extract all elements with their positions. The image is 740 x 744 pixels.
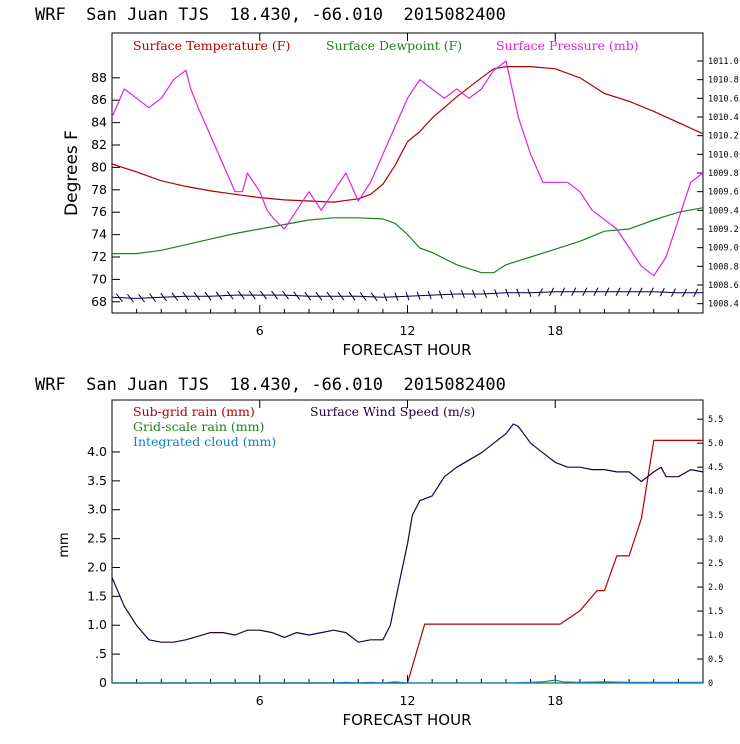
panel2-y-axis-label: mm (57, 532, 72, 557)
panel1-y-tick-label: 82 (91, 137, 107, 152)
panel1-y-tick-label: 78 (91, 182, 107, 197)
panel1-y2-tick-label: 1008.6 (708, 281, 739, 291)
panel2-y-tick-label: 0 (99, 675, 107, 690)
panel1-y2-tick-label: 1011.0 (708, 57, 739, 67)
panel2-y-tick-label: .5 (95, 646, 107, 661)
panel2-title: WRF San Juan TJS 18.430, -66.010 2015082… (35, 375, 506, 395)
panel1-y-tick-label: 72 (91, 249, 107, 264)
panel2-y2-tick-label: 1.5 (708, 607, 723, 617)
panel2-x-tick-label: 6 (256, 693, 264, 708)
panel2-y-tick-label: 4.0 (87, 444, 107, 459)
panel2-series (111, 423, 704, 684)
panel1-title: WRF San Juan TJS 18.430, -66.010 2015082… (35, 5, 506, 25)
panel2-y2-tick-label: 5.0 (708, 439, 723, 449)
panel1-legend-dewpoint: Surface Dewpoint (F) (326, 38, 462, 53)
panel2-y2-tick-label: 2.5 (708, 559, 723, 569)
panel1-axes: 6 12 18 68 70 72 74 76 78 80 82 84 86 88 1008.4 1008.6 1… (91, 33, 739, 338)
panel1-y-tick-label: 80 (91, 159, 107, 174)
panel1-series (111, 60, 704, 303)
panel1-y-tick-label: 88 (91, 70, 107, 85)
panel2-legend-subgrid-rain: Sub-grid rain (mm) (133, 404, 255, 419)
panel2-y2-tick-label: 0.5 (708, 655, 723, 665)
wind-barbs (111, 287, 703, 303)
panel2-series-sub-grid-rain-mm (112, 439, 703, 684)
panel2-y-tick-label: 1.5 (87, 588, 107, 603)
panel2-series-integrated-cloud-mm (112, 679, 703, 684)
panel1-y2-tick-label: 1010.4 (708, 113, 739, 123)
panel1-x-tick-label: 12 (400, 323, 416, 338)
panel1-y2-tick-label: 1009.4 (708, 206, 739, 216)
panel1-y2-tick-label: 1010.6 (708, 94, 739, 104)
panel1-y2-tick-label: 1010.8 (708, 76, 739, 86)
panel1-y2-tick-label: 1009.2 (708, 225, 739, 235)
panel1-y2-tick-label: 1008.8 (708, 262, 739, 272)
panel2-y2-tick-label: 1.0 (708, 631, 723, 641)
panel2-y2-tick-label: 5.5 (708, 415, 723, 425)
panel2-y2-tick-label: 4.0 (708, 487, 723, 497)
panel1-x-tick-label: 6 (256, 323, 264, 338)
wind-barb-baseline (111, 291, 703, 299)
panel2-y-tick-label: 2.5 (87, 531, 107, 546)
panel2-y-tick-label: 2.0 (87, 559, 107, 574)
panel2-legend: Sub-grid rain (mm) Grid-scale rain (mm) … (133, 404, 475, 449)
panel1-y-tick-label: 68 (91, 294, 107, 309)
panel1-y-tick-label: 70 (91, 271, 107, 286)
panel2-legend-gridscale-rain: Grid-scale rain (mm) (133, 419, 264, 434)
panel2-x-tick-label: 18 (547, 693, 563, 708)
panel1-legend: Surface Temperature (F) Surface Dewpoint… (133, 38, 639, 53)
panel1-y-tick-label: 84 (91, 115, 107, 130)
panel2-x-tick-label: 12 (400, 693, 416, 708)
panel2-y2-tick-label: 3.0 (708, 535, 723, 545)
panel1-legend-temp: Surface Temperature (F) (133, 38, 290, 53)
panel1-plot-frame (111, 32, 704, 314)
panel1-series-surface-temperature-f (111, 65, 704, 203)
panel1-y2-tick-label: 1009.6 (708, 188, 739, 198)
panel1-y2-tick-label: 1009.0 (708, 244, 739, 254)
panel1-y-tick-label: 86 (91, 92, 107, 107)
panel1-y-tick-label: 74 (91, 227, 107, 242)
panel2-y2-tick-label: 2.0 (708, 583, 723, 593)
panel2-y-tick-label: 3.5 (87, 473, 107, 488)
panel1-y-tick-label: 76 (91, 204, 107, 219)
panel1-series-surface-pressure-mb (111, 60, 704, 277)
panel2-y2-tick-label: 3.5 (708, 511, 723, 521)
panel1-legend-pressure: Surface Pressure (mb) (496, 38, 639, 53)
panel2-axes: 6 12 180.51.01.52.02.53.03.54.000.51.01.52… (87, 400, 723, 708)
panel1-y-axis-label: Degrees F (62, 130, 82, 216)
panel2-y2-tick-label: 4.5 (708, 463, 723, 473)
panel1-y2-tick-label: 1010.2 (708, 132, 739, 142)
panel1-x-tick-label: 18 (547, 323, 563, 338)
panel2-series-surface-wind-speed-m-s (111, 423, 704, 643)
panel1-x-axis-label: FORECAST HOUR (342, 341, 471, 359)
panel2-legend-integrated-cloud: Integrated cloud (mm) (133, 434, 276, 449)
panel1-y2-tick-label: 1008.4 (708, 300, 739, 310)
panel2-y2-tick-label: 0 (708, 679, 713, 689)
panel2-x-axis-label: FORECAST HOUR (342, 711, 471, 729)
panel1-series-surface-dewpoint-f (112, 207, 704, 274)
panel2-y-tick-label: 1.0 (87, 617, 107, 632)
panel1-y2-tick-label: 1009.8 (708, 169, 739, 179)
panel2-legend-wind-speed: Surface Wind Speed (m/s) (310, 404, 475, 419)
panel1-y2-tick-label: 1010.0 (708, 150, 739, 160)
panel2-y-tick-label: 3.0 (87, 502, 107, 517)
